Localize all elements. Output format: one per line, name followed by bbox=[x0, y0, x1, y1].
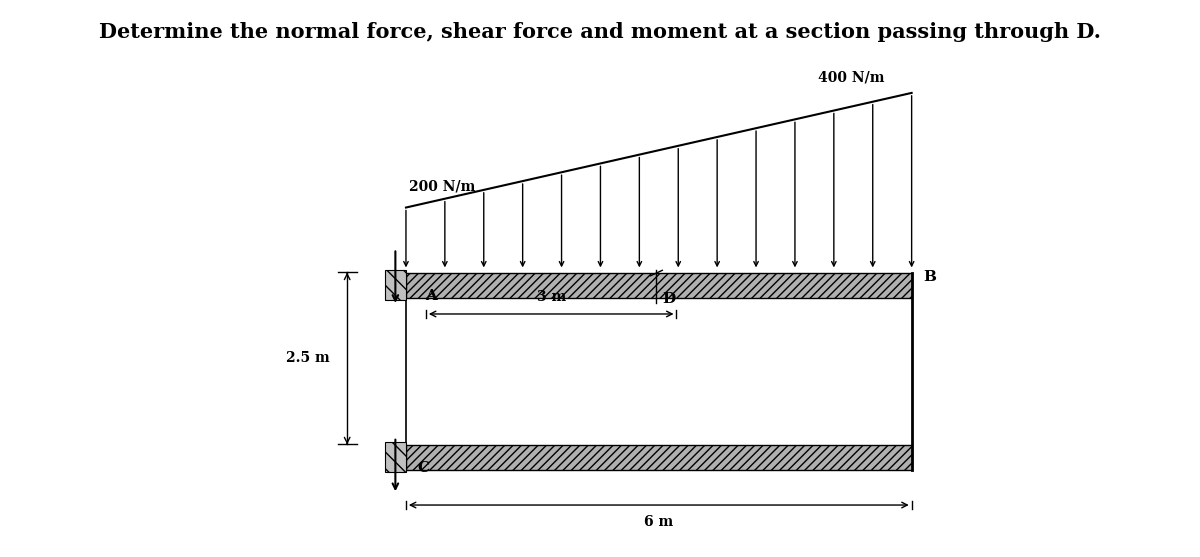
Bar bbox=[385, 442, 406, 472]
Text: A: A bbox=[425, 289, 437, 303]
Text: 400 N/m: 400 N/m bbox=[817, 71, 884, 85]
Text: 200 N/m: 200 N/m bbox=[409, 180, 476, 194]
Bar bbox=[406, 273, 912, 297]
Text: C: C bbox=[418, 461, 430, 475]
Text: B: B bbox=[924, 270, 936, 285]
Text: 2.5 m: 2.5 m bbox=[286, 351, 330, 365]
Text: Determine the normal force, shear force and moment at a section passing through : Determine the normal force, shear force … bbox=[98, 22, 1102, 42]
Bar bbox=[406, 445, 912, 470]
Bar bbox=[385, 270, 406, 300]
Text: 6 m: 6 m bbox=[644, 515, 673, 529]
Text: D: D bbox=[662, 292, 676, 306]
Text: 3 m: 3 m bbox=[536, 290, 566, 304]
